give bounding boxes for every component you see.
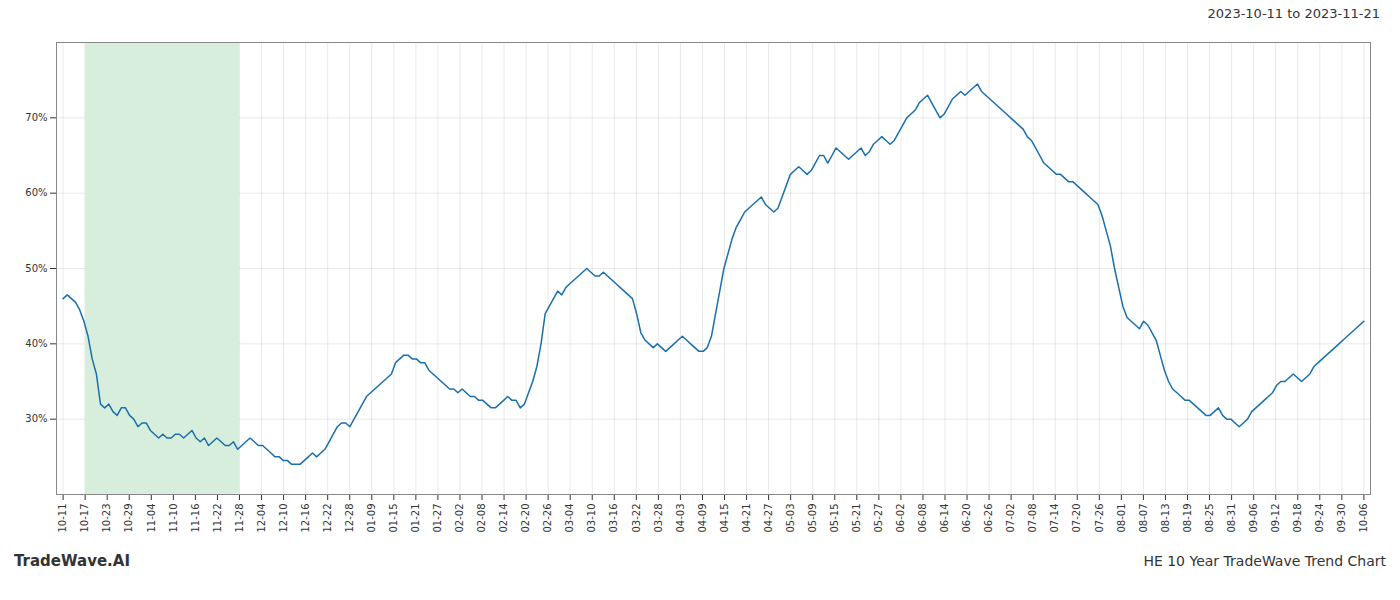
svg-text:50%: 50% [25, 263, 47, 274]
svg-text:07-26: 07-26 [1094, 504, 1105, 533]
svg-text:11-22: 11-22 [212, 504, 223, 533]
svg-text:11-10: 11-10 [168, 504, 179, 533]
svg-text:02-14: 02-14 [498, 504, 509, 533]
svg-text:70%: 70% [25, 112, 47, 123]
svg-text:40%: 40% [25, 338, 47, 349]
svg-text:07-02: 07-02 [1005, 504, 1016, 533]
svg-text:12-22: 12-22 [322, 504, 333, 533]
svg-text:11-28: 11-28 [234, 504, 245, 533]
svg-text:10-17: 10-17 [79, 504, 90, 533]
svg-text:02-02: 02-02 [454, 504, 465, 533]
svg-text:01-09: 01-09 [366, 504, 377, 533]
svg-text:03-22: 03-22 [631, 504, 642, 533]
svg-text:06-08: 06-08 [917, 504, 928, 533]
svg-text:09-18: 09-18 [1292, 504, 1303, 533]
svg-text:60%: 60% [25, 187, 47, 198]
svg-text:01-21: 01-21 [410, 504, 421, 533]
svg-text:08-19: 08-19 [1182, 504, 1193, 533]
svg-text:05-15: 05-15 [829, 504, 840, 533]
svg-text:01-15: 01-15 [388, 504, 399, 533]
svg-text:09-12: 09-12 [1270, 504, 1281, 533]
svg-text:03-04: 03-04 [564, 504, 575, 533]
svg-text:08-25: 08-25 [1204, 504, 1215, 533]
svg-text:03-16: 03-16 [608, 504, 619, 533]
svg-text:04-27: 04-27 [763, 504, 774, 533]
svg-text:12-04: 12-04 [256, 504, 267, 533]
svg-text:11-16: 11-16 [190, 504, 201, 533]
svg-text:02-08: 02-08 [476, 504, 487, 533]
svg-text:10-06: 10-06 [1358, 504, 1369, 533]
svg-text:03-28: 03-28 [653, 504, 664, 533]
svg-text:06-26: 06-26 [983, 504, 994, 533]
svg-text:02-20: 02-20 [520, 504, 531, 533]
svg-text:04-15: 04-15 [719, 504, 730, 533]
html-text:HE 10 Year TradeWave Trend Cha: HE 10 Year TradeWave Trend Chart [1143, 553, 1386, 569]
svg-text:01-27: 01-27 [432, 504, 443, 533]
svg-text:08-31: 08-31 [1226, 504, 1237, 533]
svg-text:09-24: 09-24 [1314, 504, 1325, 533]
svg-text:05-27: 05-27 [873, 504, 884, 533]
html-text:TradeWave.AI: TradeWave.AI [14, 552, 130, 570]
svg-text:06-14: 06-14 [939, 504, 950, 533]
svg-text:11-04: 11-04 [146, 504, 157, 533]
svg-text:07-20: 07-20 [1071, 504, 1082, 533]
svg-text:04-03: 04-03 [675, 504, 686, 533]
svg-text:12-10: 12-10 [278, 504, 289, 533]
svg-text:30%: 30% [25, 413, 47, 424]
svg-text:10-23: 10-23 [101, 504, 112, 533]
svg-text:08-07: 08-07 [1138, 504, 1149, 533]
svg-text:07-14: 07-14 [1049, 504, 1060, 533]
svg-text:04-09: 04-09 [697, 504, 708, 533]
svg-text:08-01: 08-01 [1116, 504, 1127, 533]
svg-text:08-13: 08-13 [1160, 504, 1171, 533]
svg-text:05-09: 05-09 [807, 504, 818, 533]
svg-text:04-21: 04-21 [741, 504, 752, 533]
svg-text:12-16: 12-16 [300, 504, 311, 533]
svg-text:03-10: 03-10 [586, 504, 597, 533]
svg-text:07-08: 07-08 [1027, 504, 1038, 533]
svg-text:09-06: 09-06 [1248, 504, 1259, 533]
svg-text:09-30: 09-30 [1336, 504, 1347, 533]
svg-text:05-21: 05-21 [851, 504, 862, 533]
svg-text:12-28: 12-28 [344, 504, 355, 533]
html-text:2023-10-11 to 2023-11-21: 2023-10-11 to 2023-11-21 [1207, 5, 1380, 21]
svg-text:10-29: 10-29 [123, 504, 134, 533]
svg-text:10-11: 10-11 [57, 504, 68, 533]
svg-text:02-26: 02-26 [542, 504, 553, 533]
svg-text:06-20: 06-20 [961, 504, 972, 533]
svg-text:06-02: 06-02 [895, 504, 906, 533]
svg-text:05-03: 05-03 [785, 504, 796, 533]
